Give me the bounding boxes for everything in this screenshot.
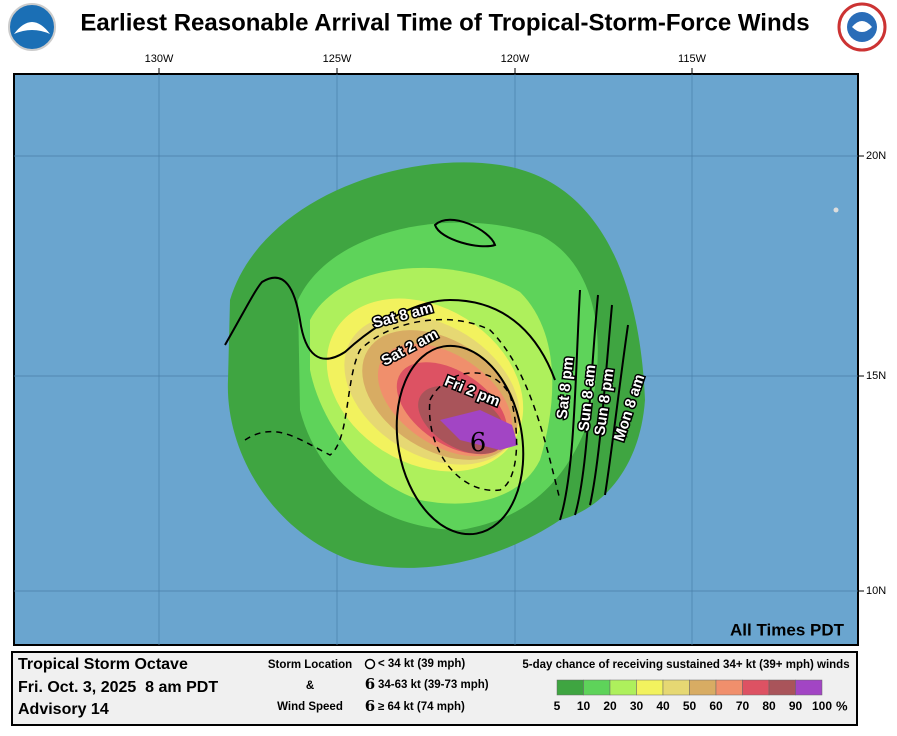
legend-swatch bbox=[583, 679, 611, 696]
lon-label: 130W bbox=[145, 53, 174, 65]
lon-label: 125W bbox=[323, 53, 352, 65]
key-symbol: 6 bbox=[365, 697, 375, 715]
legend-swatch bbox=[636, 679, 664, 696]
legend-label: 5 bbox=[554, 699, 561, 713]
legend-label: 20 bbox=[603, 699, 617, 713]
legend-label: 30 bbox=[630, 699, 644, 713]
legend-swatch bbox=[556, 679, 584, 696]
legend-label: 40 bbox=[656, 699, 670, 713]
legend-swatch bbox=[609, 679, 637, 696]
key-label: Wind Speed bbox=[277, 701, 343, 713]
legend-swatch bbox=[795, 679, 823, 696]
issued: Fri. Oct. 3, 2025 8 am PDT bbox=[18, 679, 218, 696]
key-label: Storm Location bbox=[268, 659, 352, 671]
legend-unit: % bbox=[836, 698, 848, 713]
legend-swatch bbox=[662, 679, 690, 696]
legend-swatch bbox=[689, 679, 717, 696]
key-symbol bbox=[364, 658, 376, 670]
time-zone-note: All Times PDT bbox=[730, 620, 845, 639]
legend-label: 80 bbox=[762, 699, 776, 713]
key-label: & bbox=[306, 680, 314, 692]
island bbox=[833, 207, 839, 213]
lon-label: 120W bbox=[501, 53, 530, 65]
legend-label: 90 bbox=[789, 699, 803, 713]
key-item: < 34 kt (39 mph) bbox=[378, 658, 465, 670]
lon-label: 115W bbox=[678, 53, 707, 65]
lat-label: 10N bbox=[866, 585, 886, 597]
legend-swatch bbox=[742, 679, 770, 696]
storm-symbol: 6 bbox=[470, 428, 487, 458]
legend-swatch bbox=[715, 679, 743, 696]
lat-label: 20N bbox=[866, 150, 886, 162]
key-item: 34-63 kt (39-73 mph) bbox=[378, 679, 489, 691]
key-item: ≥ 64 kt (74 mph) bbox=[378, 701, 465, 713]
legend-label: 70 bbox=[736, 699, 750, 713]
legend-label: 100 bbox=[812, 699, 832, 713]
nws-logo bbox=[837, 2, 887, 52]
key-symbol: 6 bbox=[365, 675, 375, 693]
storm-name: Tropical Storm Octave bbox=[18, 656, 188, 673]
noaa-logo bbox=[8, 3, 56, 51]
legend-label: 50 bbox=[683, 699, 697, 713]
advisory: Advisory 14 bbox=[18, 701, 109, 718]
lat-label: 15N bbox=[866, 370, 886, 382]
legend-label: 60 bbox=[709, 699, 723, 713]
legend-title: 5-day chance of receiving sustained 34+ … bbox=[522, 659, 849, 671]
probability-area bbox=[440, 410, 518, 450]
legend-label: 10 bbox=[577, 699, 591, 713]
legend-swatch bbox=[768, 679, 796, 696]
title: Earliest Reasonable Arrival Time of Trop… bbox=[80, 9, 809, 36]
